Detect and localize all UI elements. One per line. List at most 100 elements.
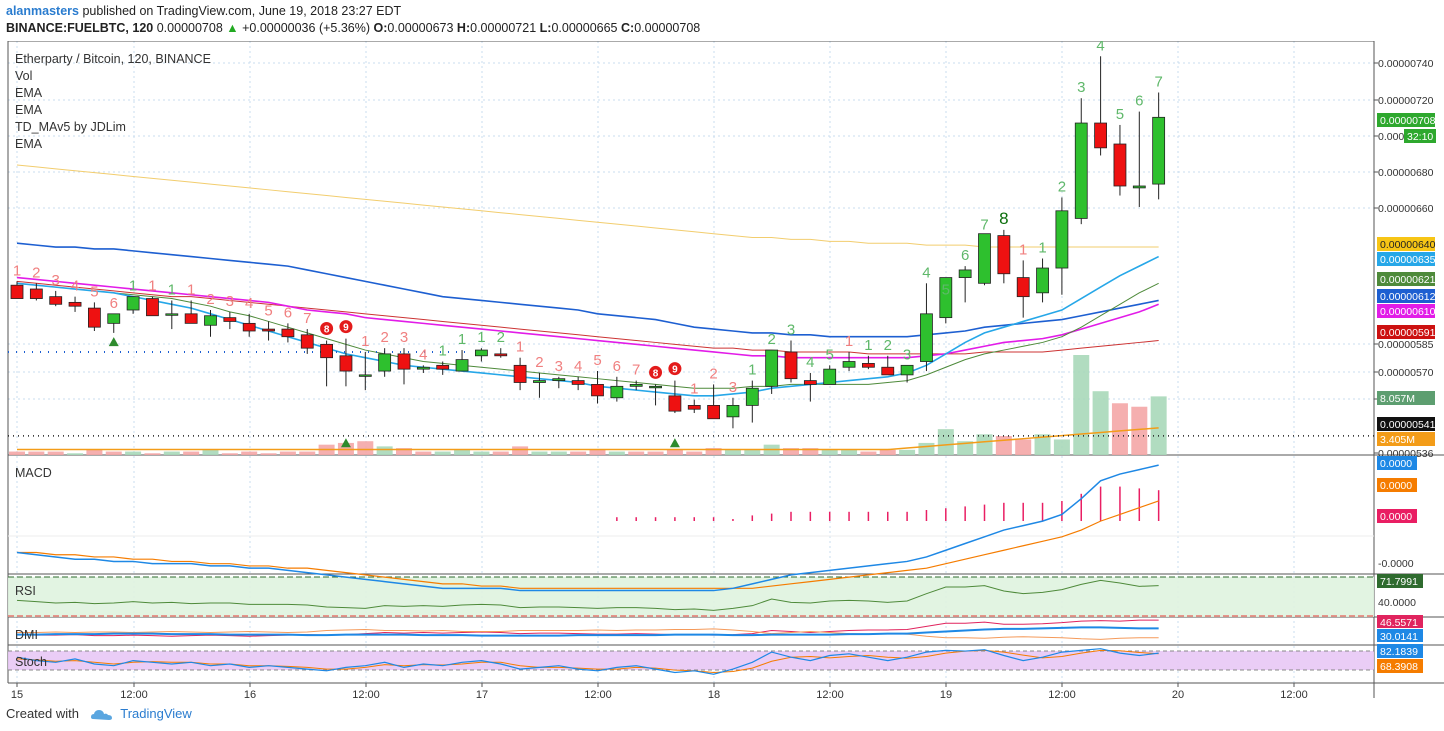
adx-line	[17, 626, 1159, 637]
volume-bar	[841, 449, 858, 455]
volume-bar	[492, 451, 509, 455]
candle-body	[1074, 122, 1088, 219]
price-tick-label: 0.00000570	[1378, 367, 1434, 379]
td-count-label: 2	[497, 329, 505, 346]
macd-line	[16, 464, 1159, 592]
stoch-label[interactable]: Stoch	[15, 655, 47, 669]
price-badge	[1377, 113, 1435, 127]
volume-bar	[125, 451, 142, 455]
td-count-label: 5	[942, 281, 950, 298]
td-count-label: 1	[845, 333, 853, 350]
td-count-label: 9	[343, 323, 349, 334]
volume-bar	[47, 451, 64, 455]
td-count-label: 5	[264, 302, 272, 319]
rsi-label[interactable]: RSI	[15, 584, 36, 598]
volume-bar	[67, 453, 84, 455]
candle-body	[10, 284, 24, 299]
td-count-label: 2	[32, 264, 40, 281]
td-sequential-counts: 1 2 3 4 561 1 1 12 3 4 5 6 78 91 2 34 11 1 212 3 4 5 6 7 8 912312…	[13, 41, 1163, 448]
price-axis[interactable]: 0.000007400.000007200.000007000.00000680…	[1374, 58, 1436, 673]
time-tick-label: 12:00	[816, 689, 844, 698]
macd-badge	[1377, 478, 1417, 492]
candle-body	[397, 353, 411, 370]
candle-body	[416, 366, 430, 370]
td-count-label: 4	[574, 358, 582, 375]
volume-bar	[705, 448, 722, 455]
tradingview-link[interactable]: TradingView	[120, 706, 192, 721]
chart-canvas[interactable]: 1 2 3 4 561 1 1 12 3 4 5 6 78 91 2 34 11 1 212 3 4 5 6 7 8 912312…	[0, 41, 1444, 698]
candle-body	[262, 328, 275, 332]
legend-td-mav5[interactable]: TD_MAv5 by JDLim	[15, 120, 126, 134]
volume-bar	[570, 451, 587, 455]
td-count-label: 1	[439, 343, 447, 360]
low-label: L:	[539, 21, 552, 35]
time-tick-label: 18	[708, 689, 720, 698]
legend-ema-3[interactable]: EMA	[15, 137, 43, 151]
dmi-badge-label: 30.0141	[1380, 631, 1418, 643]
td-count-label: 5	[1116, 106, 1124, 123]
price-badge-label: 0.00000541	[1380, 419, 1436, 431]
dmi-badge	[1377, 615, 1423, 628]
legend-title[interactable]: Etherparty / Bitcoin, 120, BINANCE	[15, 52, 211, 66]
candle-body	[165, 313, 179, 316]
td-count-label: 1	[361, 333, 369, 350]
volume-bar	[1131, 406, 1148, 455]
legend-ema-1[interactable]: EMA	[15, 86, 43, 100]
candle-body	[1055, 210, 1069, 269]
price-badge-label: 0.00000635	[1380, 254, 1436, 266]
td-count-label: 3	[52, 272, 60, 289]
legend-ema-2[interactable]: EMA	[15, 103, 43, 117]
rsi-tick-label: 40.0000	[1378, 597, 1416, 609]
candle-body	[649, 385, 662, 389]
macd-label[interactable]: MACD	[15, 466, 52, 480]
candle-body	[455, 359, 469, 372]
candle-body	[591, 384, 604, 397]
candle-body	[204, 315, 217, 326]
volume-bar	[376, 446, 393, 455]
time-tick-label: 12:00	[352, 689, 380, 698]
td-count-label: 4	[419, 346, 427, 363]
candle-body	[107, 313, 121, 324]
td-count-label: 1	[148, 278, 156, 295]
candle-body	[552, 378, 566, 381]
volume-bar	[531, 451, 548, 455]
volume-bar	[105, 451, 122, 455]
td-count-label: 2	[380, 329, 388, 346]
stoch-band	[8, 651, 1374, 670]
legend-vol[interactable]: Vol	[15, 69, 33, 83]
volume-bar	[144, 453, 161, 455]
price-badge	[1377, 432, 1435, 446]
td-count-label: 3	[1077, 79, 1085, 96]
td-count-label: 8	[653, 368, 659, 379]
td-count-label: 3	[729, 379, 737, 396]
volume-bar	[860, 451, 877, 455]
volume-bar	[550, 451, 567, 455]
candle-body	[320, 343, 334, 359]
price-badge-label: 8.057M	[1380, 393, 1415, 405]
volume-bar	[937, 429, 954, 455]
td-count-label: 6	[613, 358, 621, 375]
dmi-minus-line	[17, 628, 1159, 640]
td-count-label: 8	[324, 325, 330, 336]
author-link[interactable]: alanmasters	[6, 4, 79, 18]
time-axis[interactable]: 15 12:00 16 12:00 17 12:00 18 12:00 19 12:00 20 12:…	[11, 683, 1308, 698]
candle-body	[939, 277, 953, 319]
td-count-label: 3	[787, 322, 795, 339]
time-tick-label: 19	[940, 689, 952, 698]
ema-red-line	[16, 280, 1159, 355]
candle-body	[29, 288, 43, 299]
stoch-k-line	[16, 648, 1159, 675]
macd-badge-label: 0.0000	[1380, 458, 1412, 470]
up-triangle-icon: ▲	[226, 21, 239, 35]
dmi-label[interactable]: DMI	[15, 628, 38, 642]
candle-body	[978, 233, 991, 284]
candle-body	[823, 368, 837, 385]
volume-bar	[9, 451, 25, 455]
time-tick-label: 12:00	[120, 689, 148, 698]
candle-body	[610, 385, 624, 399]
candle-body	[281, 328, 295, 338]
volume-bar	[434, 451, 451, 455]
price-badge-label: 32:10	[1407, 131, 1433, 143]
indicator-lines	[8, 464, 1374, 675]
macd-badge	[1377, 509, 1417, 523]
